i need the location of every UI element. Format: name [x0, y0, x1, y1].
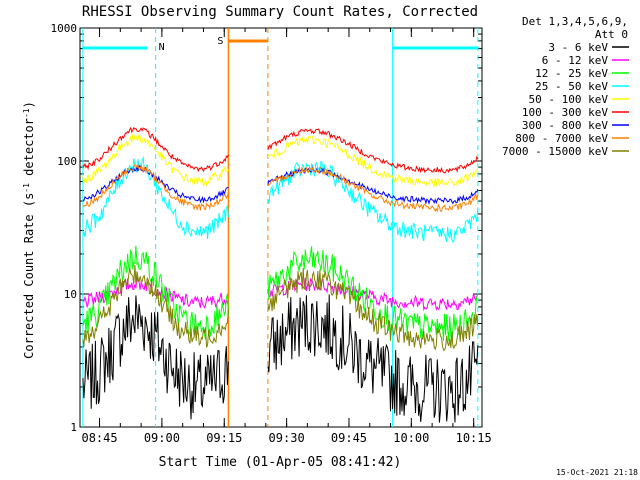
- y-axis-label-sup2: -1: [22, 108, 31, 118]
- y-tick-label-0: 1: [70, 421, 77, 434]
- series-lines: [82, 126, 479, 423]
- series-line-4: [82, 133, 479, 188]
- x-tick-label-0: 08:45: [81, 431, 117, 445]
- y-axis-label-sup1: -1: [22, 183, 31, 193]
- footer-timestamp: 15-Oct-2021 21:18: [556, 468, 638, 477]
- x-tick-label-6: 10:15: [456, 431, 492, 445]
- y-axis-label-part3: ): [22, 101, 36, 108]
- legend-label-2: 12 - 25 keV: [535, 67, 608, 80]
- chart-title: RHESSI Observing Summary Count Rates, Co…: [82, 4, 478, 20]
- legend-label-5: 100 - 300 keV: [522, 106, 608, 119]
- legend-label-0: 3 - 6 keV: [548, 41, 608, 54]
- series-line-0: [82, 294, 479, 423]
- legend-label-1: 6 - 12 keV: [542, 54, 609, 67]
- x-tick-label-4: 09:45: [331, 431, 367, 445]
- x-axis-label: Start Time (01-Apr-05 08:41:42): [159, 455, 402, 470]
- legend-label-6: 300 - 800 keV: [522, 119, 608, 132]
- x-tick-label-5: 10:00: [393, 431, 429, 445]
- series-line-5: [82, 126, 479, 174]
- series-line-7: [82, 164, 479, 213]
- x-tick-label-1: 09:00: [144, 431, 180, 445]
- saa-label: S: [217, 36, 223, 47]
- y-axis-label: Corrected Count Rate (s-1 detector-1): [22, 101, 37, 359]
- axis-ticks: 1 10 100 1000 08:45 09:00 09:15 09:30 09:45 10:00…: [51, 22, 492, 445]
- plot-frame: [79, 27, 483, 428]
- night-label: N: [159, 42, 165, 53]
- x-tick-label-2: 09:15: [206, 431, 242, 445]
- legend-title-line2: Att 0: [595, 28, 628, 41]
- y-tick-label-2: 100: [57, 155, 77, 168]
- legend-title-line1: Det 1,3,4,5,6,9,: [522, 15, 628, 28]
- legend-label-4: 50 - 100 keV: [529, 93, 609, 106]
- y-axis-label-part2: detector: [22, 118, 36, 183]
- y-tick-label-1: 10: [64, 288, 77, 301]
- series-line-8: [82, 264, 479, 351]
- interval-markers: NS: [82, 28, 479, 427]
- y-axis-label-part1: Corrected Count Rate (s: [22, 193, 36, 359]
- legend-label-7: 800 - 7000 keV: [515, 132, 608, 145]
- legend-label-8: 7000 - 15000 keV: [502, 145, 608, 158]
- legend-label-3: 25 - 50 keV: [535, 80, 608, 93]
- x-tick-label-3: 09:30: [269, 431, 305, 445]
- y-tick-label-3: 1000: [51, 22, 78, 35]
